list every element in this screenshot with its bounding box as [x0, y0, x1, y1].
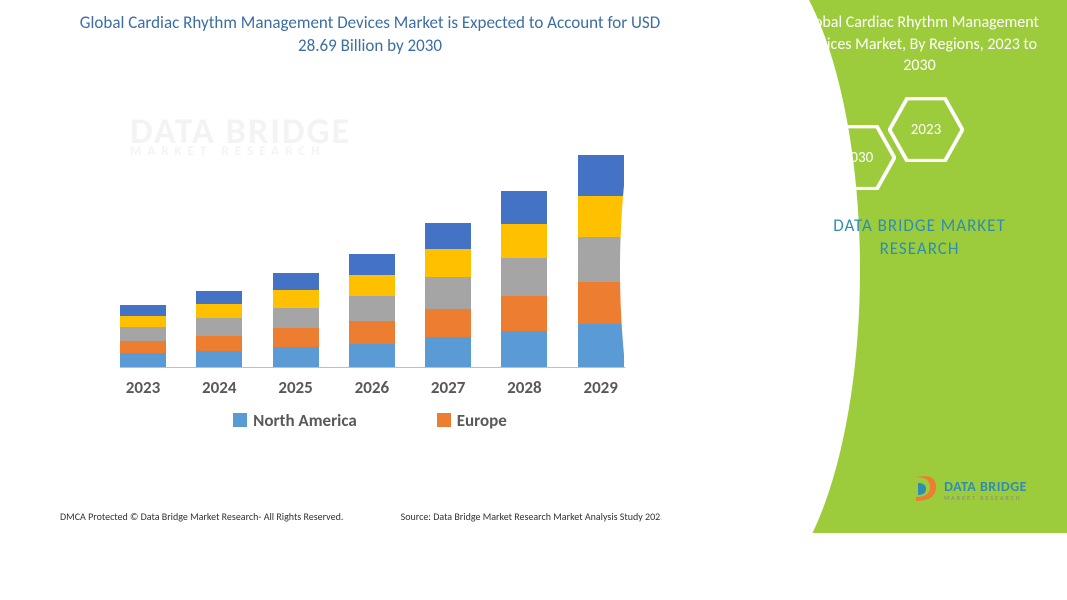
legend-item: Europe	[437, 410, 507, 431]
segment	[425, 277, 471, 308]
bar-2023	[120, 305, 166, 367]
bar-2024	[196, 291, 242, 367]
segment	[120, 316, 166, 328]
right-content: Global Cardiac Rhythm Management Devices…	[740, 0, 1067, 261]
hex-label-a: 2030	[843, 149, 873, 167]
x-label: 2029	[578, 377, 624, 398]
bar-2029	[578, 155, 624, 367]
segment	[273, 308, 319, 329]
segment	[501, 224, 547, 258]
segment	[273, 273, 319, 290]
legend-swatch	[437, 413, 451, 427]
segment	[196, 351, 242, 367]
segment	[273, 328, 319, 347]
segment	[120, 341, 166, 354]
brand-line2: RESEARCH	[800, 238, 1039, 261]
bars-row	[120, 108, 700, 368]
hexagon-2030: 2030	[820, 125, 896, 191]
segment	[425, 309, 471, 338]
logo-main: DATA BRIDGE	[944, 478, 1027, 495]
segment	[196, 318, 242, 335]
segment	[425, 249, 471, 277]
bar-2026	[349, 254, 395, 367]
legend-swatch	[233, 413, 247, 427]
segment	[501, 258, 547, 296]
brand-line1: DATA BRIDGE MARKET	[800, 215, 1039, 238]
segment	[578, 282, 624, 324]
chart-title: Global Cardiac Rhythm Management Devices…	[0, 12, 740, 58]
legend-label: Europe	[457, 410, 507, 431]
x-label: 2027	[425, 377, 471, 398]
segment	[196, 291, 242, 304]
segment	[578, 237, 624, 282]
bar-2027	[425, 223, 471, 367]
segment	[120, 353, 166, 366]
hexagon-2023: 2023	[888, 97, 964, 163]
x-label: 2024	[196, 377, 242, 398]
segment	[425, 223, 471, 250]
brand-text: DATA BRIDGE MARKET RESEARCH	[800, 215, 1039, 261]
segment	[273, 347, 319, 367]
segment	[273, 290, 319, 308]
x-label: 2023	[120, 377, 166, 398]
segment	[120, 327, 166, 340]
hex-label-b: 2023	[911, 121, 941, 139]
segment	[501, 331, 547, 367]
x-label: 2025	[273, 377, 319, 398]
segment	[349, 296, 395, 321]
segment	[349, 254, 395, 275]
logo-bottom: DATA BRIDGE MARKET RESEARCH	[912, 475, 1027, 505]
footer-notes: DMCA Protected © Data Bridge Market Rese…	[60, 510, 740, 523]
right-title: Global Cardiac Rhythm Management Devices…	[800, 12, 1039, 77]
logo-mark-icon	[912, 475, 938, 505]
segment	[349, 275, 395, 297]
segment	[425, 337, 471, 367]
segment	[578, 324, 624, 367]
segment	[196, 304, 242, 318]
x-axis-labels: 20232024202520262027202820292030	[120, 377, 700, 398]
x-label: 2026	[349, 377, 395, 398]
x-label: 2028	[501, 377, 547, 398]
dmca-text: DMCA Protected © Data Bridge Market Rese…	[60, 510, 343, 523]
logo-sub: MARKET RESEARCH	[944, 495, 1027, 501]
chart-area: DATA BRIDGE MARKET RESEARCH 202320242025…	[120, 98, 700, 398]
segment	[501, 296, 547, 331]
segment	[501, 191, 547, 224]
segment	[349, 344, 395, 367]
segment	[196, 336, 242, 351]
segment	[578, 196, 624, 237]
bar-2025	[273, 273, 319, 367]
chart-legend: North America Europe	[0, 410, 740, 433]
hexagon-holder: 2030 2023	[800, 85, 1039, 205]
segment	[578, 155, 624, 195]
infographic-root: Global Cardiac Rhythm Management Devices…	[0, 0, 1067, 533]
logo-text: DATA BRIDGE MARKET RESEARCH	[944, 479, 1027, 501]
segment	[349, 321, 395, 343]
bar-2028	[501, 191, 547, 367]
right-panel: Global Cardiac Rhythm Management Devices…	[740, 0, 1067, 533]
legend-label: North America	[253, 410, 357, 431]
segment	[120, 305, 166, 316]
legend-item: North America	[233, 410, 357, 431]
source-text: Source: Data Bridge Market Research Mark…	[401, 510, 666, 523]
